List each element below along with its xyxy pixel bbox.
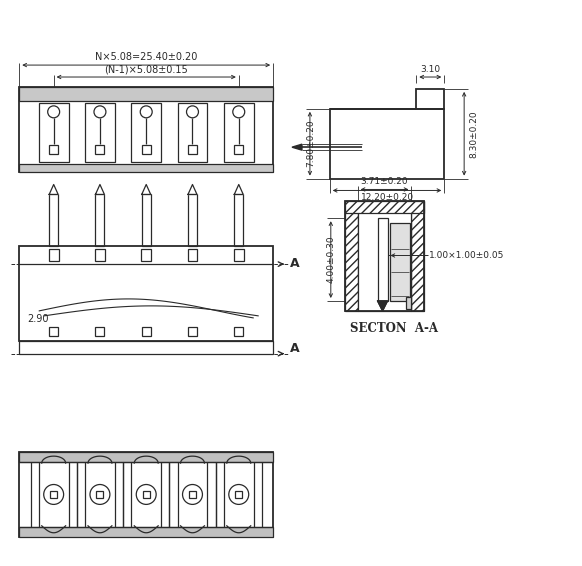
Bar <box>416 89 444 109</box>
Bar <box>187 249 197 261</box>
Polygon shape <box>235 185 243 195</box>
Bar <box>95 195 104 246</box>
Bar <box>188 145 197 153</box>
Bar <box>19 341 273 354</box>
Bar <box>97 491 104 498</box>
Text: SECTON  A-A: SECTON A-A <box>350 322 438 335</box>
Polygon shape <box>95 185 104 195</box>
Bar <box>235 327 243 336</box>
Bar <box>406 297 411 309</box>
Bar <box>389 224 410 301</box>
Bar <box>188 195 197 246</box>
Bar <box>142 327 151 336</box>
Bar <box>19 452 273 537</box>
Text: 7.80±0.20: 7.80±0.20 <box>306 120 315 168</box>
Bar <box>132 103 161 162</box>
Bar <box>49 327 58 336</box>
Text: 4.00±0.30: 4.00±0.30 <box>327 236 336 284</box>
Text: 3.10: 3.10 <box>420 65 441 74</box>
Bar <box>85 103 115 162</box>
Bar <box>345 201 424 311</box>
Polygon shape <box>188 185 197 195</box>
Bar <box>224 103 254 162</box>
Text: A: A <box>290 256 300 269</box>
Bar <box>49 195 58 246</box>
Text: 3.71±0.20: 3.71±0.20 <box>361 178 409 186</box>
Bar <box>39 103 69 162</box>
Bar <box>189 491 196 498</box>
Bar <box>19 527 273 537</box>
Text: 8.30±0.20: 8.30±0.20 <box>469 110 478 157</box>
Bar <box>19 87 273 101</box>
Bar <box>188 327 197 336</box>
Polygon shape <box>378 301 388 311</box>
Bar <box>411 201 424 311</box>
Text: (N-1)×5.08±0.15: (N-1)×5.08±0.15 <box>104 64 188 74</box>
Bar <box>358 201 411 311</box>
Bar <box>95 327 104 336</box>
Polygon shape <box>292 144 302 150</box>
Bar <box>50 491 57 498</box>
Polygon shape <box>49 185 58 195</box>
Bar <box>378 218 388 301</box>
Polygon shape <box>142 185 151 195</box>
Bar <box>143 491 150 498</box>
Bar <box>19 87 273 171</box>
Bar <box>95 249 105 261</box>
Bar <box>178 103 207 162</box>
Bar <box>235 145 243 153</box>
Bar <box>142 195 151 246</box>
Text: 1.00×1.00±0.05: 1.00×1.00±0.05 <box>430 251 505 260</box>
Bar <box>234 249 244 261</box>
Bar <box>235 195 243 246</box>
Bar <box>345 201 424 213</box>
Bar <box>19 246 273 341</box>
Bar <box>19 164 273 171</box>
Bar <box>95 145 104 153</box>
Bar <box>235 491 242 498</box>
Bar <box>141 249 151 261</box>
Text: N×5.08=25.40±0.20: N×5.08=25.40±0.20 <box>95 52 197 62</box>
Text: 2.90: 2.90 <box>27 314 49 324</box>
Bar <box>49 249 59 261</box>
Text: A: A <box>290 342 300 355</box>
Bar <box>330 109 444 178</box>
Text: 12.20±0.20: 12.20±0.20 <box>360 194 414 203</box>
Bar <box>142 145 151 153</box>
Bar <box>345 201 358 311</box>
Bar <box>19 452 273 462</box>
Bar <box>49 145 58 153</box>
